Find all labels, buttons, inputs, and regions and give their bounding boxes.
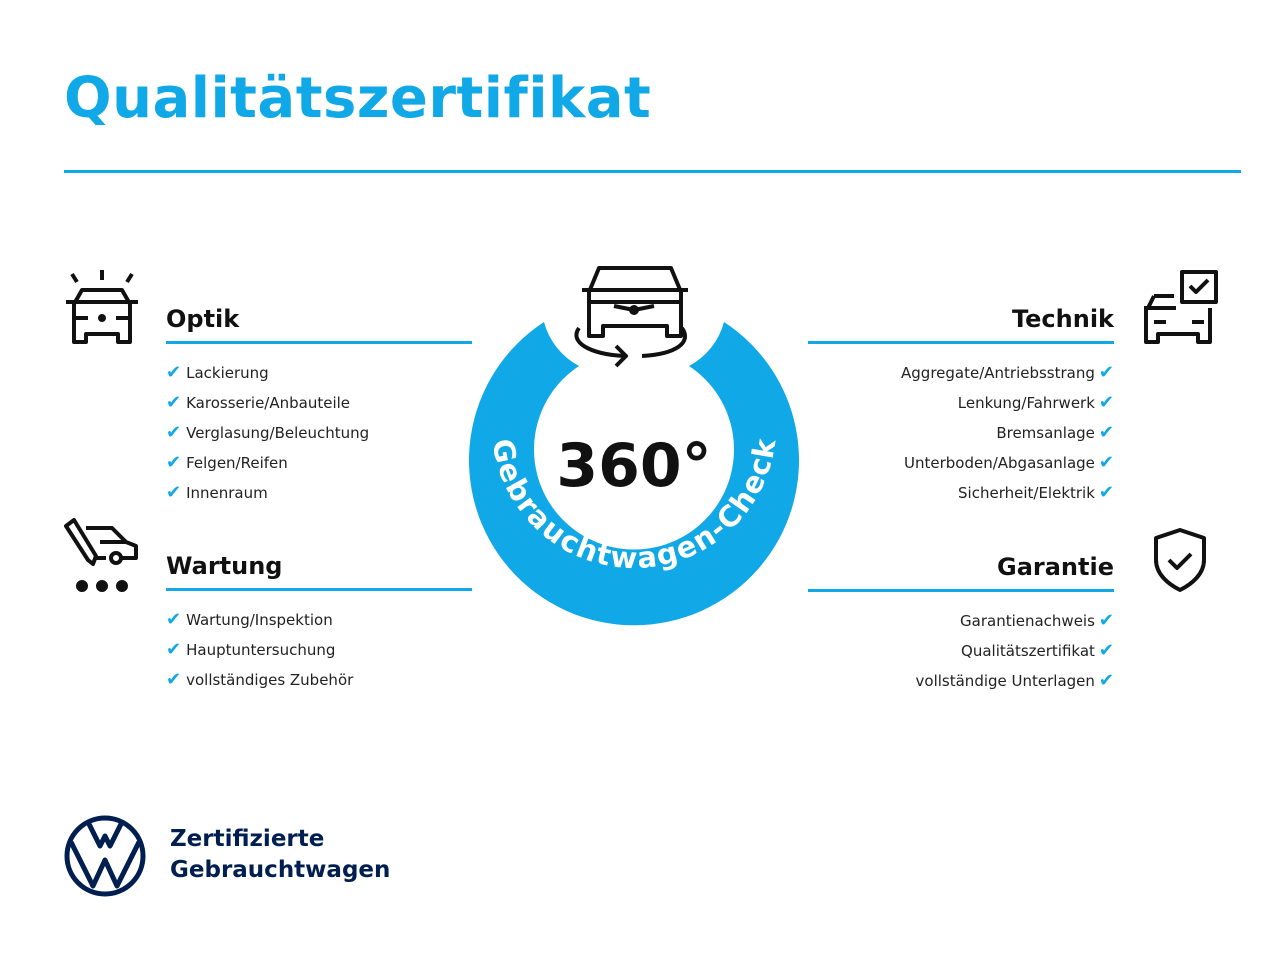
check-icon: ✔: [166, 639, 182, 660]
list-item: Sicherheit/Elektrik ✔: [958, 482, 1114, 503]
check-icon: ✔: [166, 669, 182, 690]
service-van-icon: [64, 518, 138, 592]
section-divider: [166, 588, 472, 591]
section-technik: Technik Aggregate/Antriebsstrang ✔ Lenkun…: [808, 303, 1114, 508]
list-item: ✔ Karosserie/Anbauteile: [166, 392, 351, 413]
list-item: vollständige Unterlagen ✔: [915, 670, 1114, 691]
check-icon: ✔: [1098, 362, 1114, 383]
check-icon: ✔: [166, 392, 182, 413]
footer-brand-text: Zertifizierte Gebrauchtwagen: [170, 826, 391, 883]
list-item: Lenkung/Fahrwerk ✔: [957, 392, 1114, 413]
section-title: Technik: [1011, 305, 1114, 333]
list-item: ✔ vollständiges Zubehör: [166, 669, 354, 690]
check-icon: ✔: [1098, 640, 1114, 661]
check-icon: ✔: [166, 609, 182, 630]
page-title: Qualitätszertifikat: [64, 66, 652, 131]
check-icon: ✔: [166, 452, 182, 473]
list-item: Unterboden/Abgasanlage ✔: [904, 452, 1114, 473]
check-icon: ✔: [166, 422, 182, 443]
list-item: ✔ Felgen/Reifen: [166, 452, 288, 473]
check-icon: ✔: [166, 362, 182, 383]
list-item: ✔ Hauptuntersuchung: [166, 639, 336, 660]
shield-check-icon: [1154, 528, 1206, 592]
section-divider: [808, 341, 1114, 344]
check-icon: ✔: [1098, 392, 1114, 413]
section-title: Garantie: [997, 553, 1114, 581]
check-icon: ✔: [166, 482, 182, 503]
list-item: Garantienachweis ✔: [960, 610, 1114, 631]
section-optik: Optik ✔ Lackierung ✔ Karosserie/Anbauteile…: [166, 303, 472, 508]
check-icon: ✔: [1098, 610, 1114, 631]
list-item: ✔ Wartung/Inspektion: [166, 609, 333, 630]
section-title: Optik: [166, 305, 240, 333]
car-checklist-icon: [1144, 270, 1218, 344]
list-item: ✔ Verglasung/Beleuchtung: [166, 422, 370, 443]
badge-number: 360°: [556, 431, 711, 501]
list-item: Aggregate/Antriebsstrang ✔: [901, 362, 1114, 383]
section-title: Wartung: [166, 552, 283, 580]
check-icon: ✔: [1098, 422, 1114, 443]
360-check-badge: Gebrauchtwagen-Check 360°: [469, 266, 799, 626]
badge-ring: [469, 322, 799, 626]
section-divider: [808, 589, 1114, 592]
rotating-car-icon: [574, 266, 688, 368]
list-item: Qualitätszertifikat ✔: [961, 640, 1114, 661]
list-item: ✔ Lackierung: [166, 362, 269, 383]
check-icon: ✔: [1098, 452, 1114, 473]
check-icon: ✔: [1098, 670, 1114, 691]
section-garantie: Garantie Garantienachweis ✔ Qualitätszert…: [808, 551, 1114, 696]
car-lights-icon: [66, 270, 138, 344]
section-divider: [166, 341, 472, 344]
list-item: Bremsanlage ✔: [996, 422, 1114, 443]
check-icon: ✔: [1098, 482, 1114, 503]
section-wartung: Wartung ✔ Wartung/Inspektion ✔ Hauptunters…: [166, 550, 472, 695]
title-divider: [64, 170, 1241, 173]
vw-logo: [64, 815, 146, 897]
list-item: ✔ Innenraum: [166, 482, 268, 503]
